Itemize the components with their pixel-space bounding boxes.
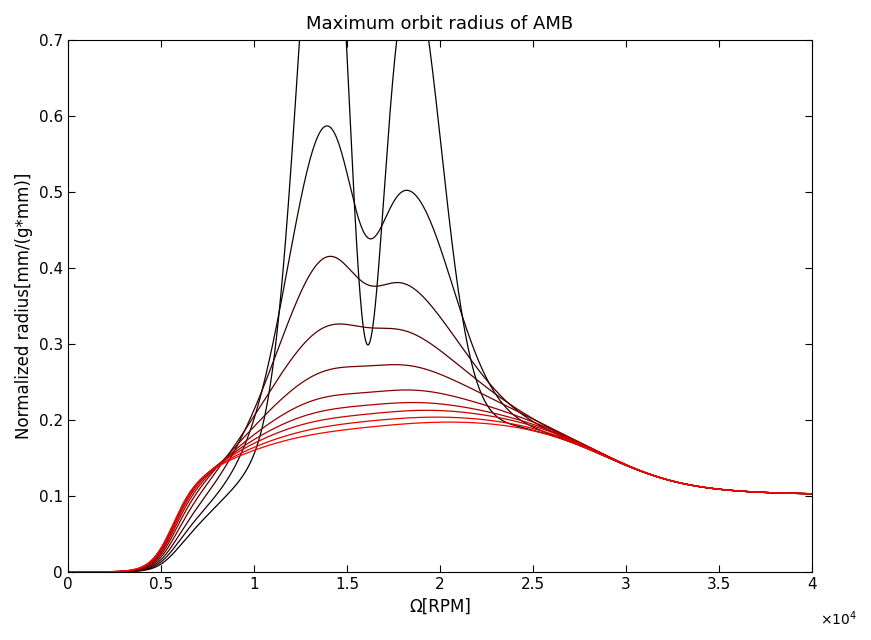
Title: Maximum orbit radius of AMB: Maximum orbit radius of AMB <box>307 15 573 33</box>
Y-axis label: Normalized radius[mm/(g*mm)]: Normalized radius[mm/(g*mm)] <box>15 173 33 439</box>
Text: $\times 10^4$: $\times 10^4$ <box>820 609 857 628</box>
X-axis label: Ω[RPM]: Ω[RPM] <box>409 597 471 615</box>
